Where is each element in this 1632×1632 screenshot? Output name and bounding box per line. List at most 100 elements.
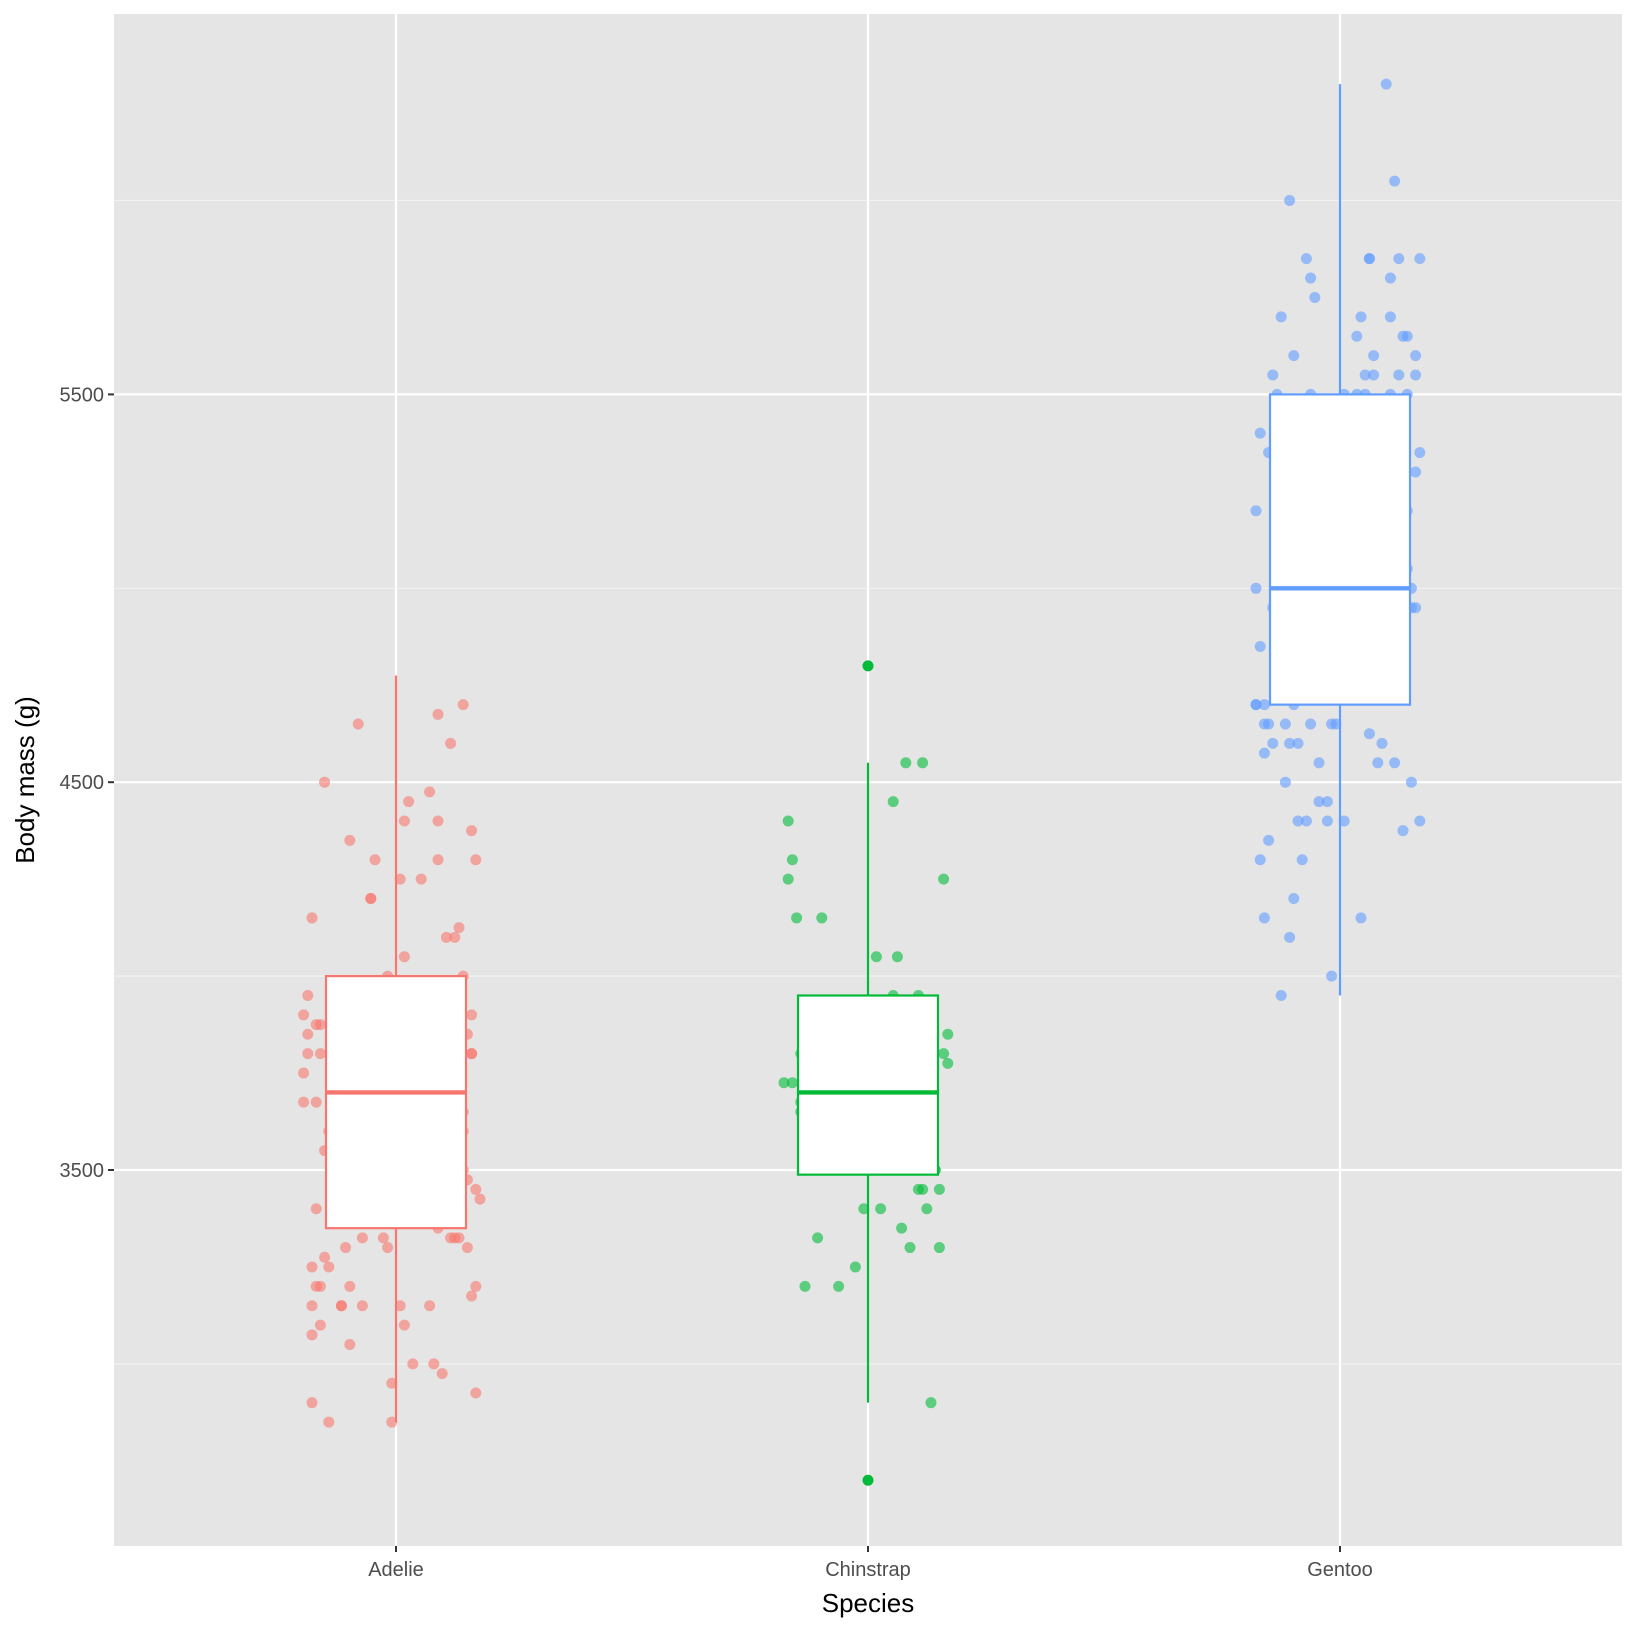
data-point xyxy=(1384,272,1396,284)
data-point xyxy=(314,1280,326,1292)
outlier-point xyxy=(862,1474,874,1486)
data-point xyxy=(1258,912,1270,924)
data-point xyxy=(457,699,469,711)
data-point xyxy=(1401,330,1413,342)
y-tick-label: 4500 xyxy=(60,772,105,794)
data-point xyxy=(942,1028,954,1040)
outlier-point xyxy=(862,660,874,672)
data-point xyxy=(394,873,406,885)
data-point xyxy=(369,854,381,866)
data-point xyxy=(1305,272,1317,284)
data-point xyxy=(335,1300,347,1312)
data-point xyxy=(1258,747,1270,759)
data-point xyxy=(1397,825,1409,837)
data-point xyxy=(1313,757,1325,769)
data-point xyxy=(870,951,882,963)
data-point xyxy=(470,1280,482,1292)
data-point xyxy=(1363,728,1375,740)
data-point xyxy=(1368,350,1380,362)
data-point xyxy=(833,1280,845,1292)
data-point xyxy=(470,1183,482,1195)
data-point xyxy=(314,1048,326,1060)
data-point xyxy=(310,1203,322,1215)
data-point xyxy=(1288,350,1300,362)
data-point xyxy=(1376,737,1388,749)
data-point xyxy=(298,1009,310,1021)
data-point xyxy=(1380,78,1392,90)
data-point xyxy=(424,1300,436,1312)
data-point xyxy=(436,1368,448,1380)
data-point xyxy=(432,708,444,720)
data-point xyxy=(466,825,478,837)
data-point xyxy=(432,815,444,827)
data-point xyxy=(791,912,803,924)
data-point xyxy=(887,796,899,808)
data-point xyxy=(1292,737,1304,749)
data-point xyxy=(310,1019,322,1031)
data-point xyxy=(1410,369,1422,381)
data-point xyxy=(306,1397,318,1409)
data-point xyxy=(896,1222,908,1234)
data-point xyxy=(1368,369,1380,381)
data-point xyxy=(925,1397,937,1409)
data-point xyxy=(921,1203,933,1215)
data-point xyxy=(816,912,828,924)
data-point xyxy=(1296,854,1308,866)
data-point xyxy=(900,757,912,769)
data-point xyxy=(782,873,794,885)
data-point xyxy=(1410,602,1422,614)
data-point xyxy=(1284,931,1296,943)
data-point xyxy=(1363,253,1375,265)
data-point xyxy=(415,873,427,885)
data-point xyxy=(875,1203,887,1215)
data-point xyxy=(1258,699,1270,711)
data-point xyxy=(466,1009,478,1021)
data-point xyxy=(786,854,798,866)
data-point xyxy=(306,1329,318,1341)
data-point xyxy=(1351,330,1363,342)
data-point xyxy=(323,1261,335,1273)
data-point xyxy=(474,1193,486,1205)
boxplots xyxy=(324,84,1412,1486)
data-point xyxy=(1292,815,1304,827)
box xyxy=(796,994,940,1176)
data-point xyxy=(319,776,331,788)
data-point xyxy=(424,786,436,798)
x-tick-label: Gentoo xyxy=(1307,1559,1373,1581)
data-point xyxy=(306,1261,318,1273)
data-point xyxy=(1410,466,1422,478)
data-point xyxy=(428,1358,440,1370)
data-point xyxy=(891,951,903,963)
data-point xyxy=(1300,253,1312,265)
x-axis-title: Species xyxy=(822,1588,915,1618)
data-point xyxy=(302,1028,314,1040)
box xyxy=(1268,393,1412,706)
data-point xyxy=(799,1280,811,1292)
data-point xyxy=(917,1183,929,1195)
data-point xyxy=(1267,369,1279,381)
data-point xyxy=(344,1280,356,1292)
data-point xyxy=(1414,253,1426,265)
data-point xyxy=(1267,737,1279,749)
data-point xyxy=(933,1242,945,1254)
data-point xyxy=(1284,737,1296,749)
data-point xyxy=(386,1416,398,1428)
data-point xyxy=(377,1232,389,1244)
data-point xyxy=(1275,989,1287,1001)
data-point xyxy=(314,1319,326,1331)
data-point xyxy=(306,912,318,924)
data-point xyxy=(306,1300,318,1312)
data-point xyxy=(398,815,410,827)
data-point xyxy=(432,854,444,866)
data-point xyxy=(398,951,410,963)
y-axis-ticks: 3500 4500 5500 xyxy=(60,384,114,1182)
data-point xyxy=(812,1232,824,1244)
data-point xyxy=(778,1077,790,1089)
data-point xyxy=(858,1203,870,1215)
data-point xyxy=(904,1242,916,1254)
data-point xyxy=(298,1096,310,1108)
data-point xyxy=(1250,582,1262,594)
data-point xyxy=(942,1057,954,1069)
data-point xyxy=(1254,427,1266,439)
